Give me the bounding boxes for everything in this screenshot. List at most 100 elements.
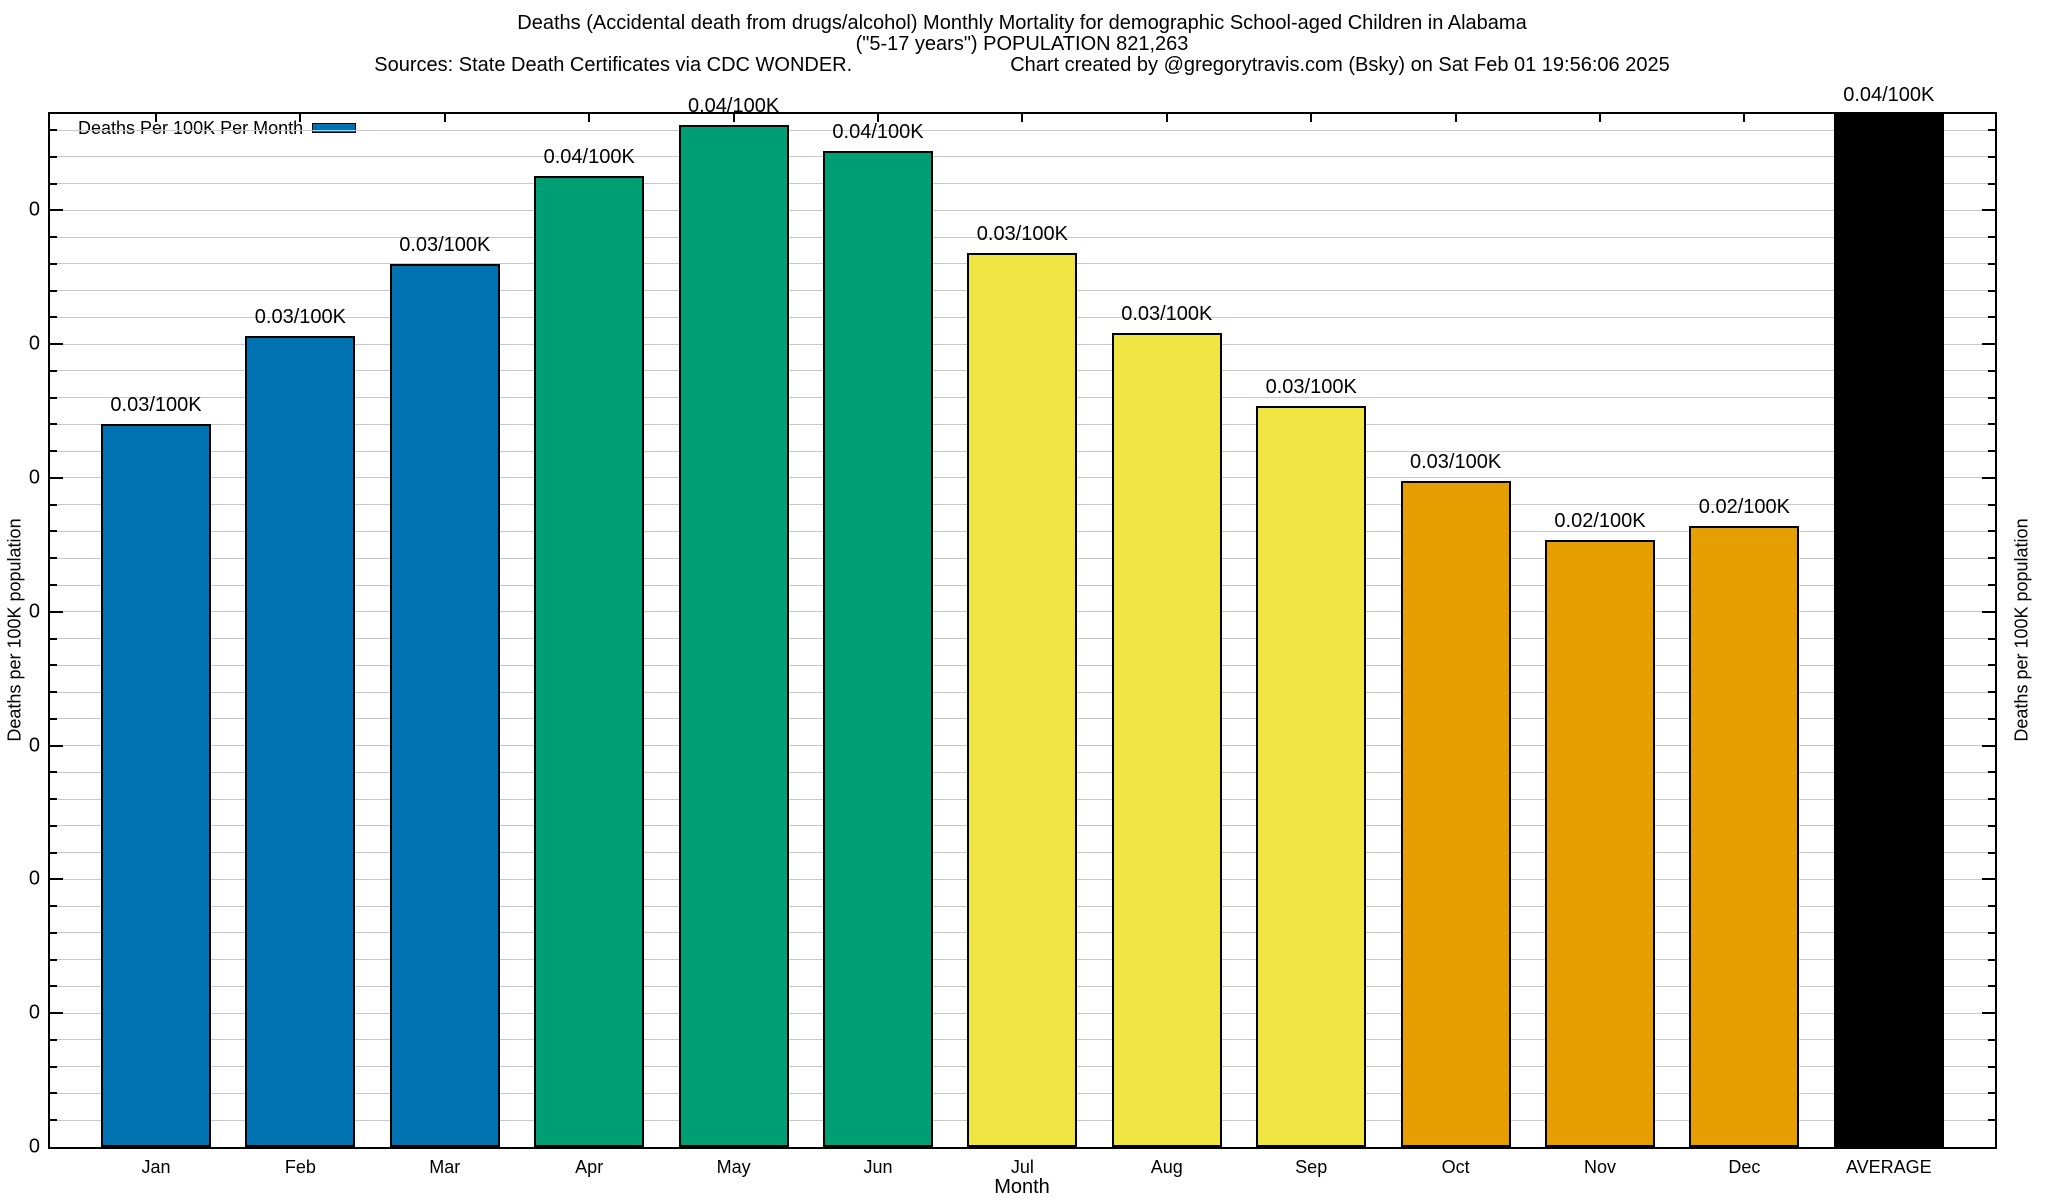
attribution-note: Chart created by @gregorytravis.com (Bsk… (1010, 54, 1670, 76)
y-axis-tick (1988, 450, 1995, 453)
x-axis-top-tick (443, 114, 446, 122)
x-category-label-dec: Dec (1728, 1157, 1761, 1177)
y-axis-tick (50, 878, 63, 881)
y-axis-tick (50, 343, 63, 346)
x-axis-top-tick (155, 114, 157, 122)
x-axis-top-tick (877, 114, 879, 122)
y-axis-tick (50, 1038, 57, 1041)
x-category-label-oct: Oct (1441, 1157, 1470, 1177)
y-axis-tick (1988, 530, 1995, 533)
y-axis-tick (50, 1119, 57, 1122)
bar-jul (967, 253, 1078, 1147)
bar-value-label: 0.03/100K (399, 233, 491, 256)
bar-may (678, 124, 789, 1147)
y-axis-tick (50, 236, 57, 239)
y-axis-tick (1982, 1012, 1995, 1015)
y-axis-tick (50, 476, 63, 479)
gridline (50, 129, 1995, 131)
y-axis-title-right: Deaths per 100K population (2011, 518, 2032, 742)
bar-feb (245, 336, 356, 1147)
x-category-label-aug: Aug (1150, 1157, 1183, 1177)
x-category-label-may: May (716, 1157, 751, 1177)
bar-value-label: 0.04/100K (832, 121, 924, 144)
y-tick-label: 0 (28, 867, 40, 890)
gridline (50, 209, 1995, 211)
bar-oct (1400, 480, 1511, 1147)
y-axis-tick (1988, 423, 1995, 426)
y-axis-tick (1988, 557, 1995, 560)
x-category-label-mar: Mar (429, 1157, 461, 1177)
x-category-label-jul: Jul (1010, 1157, 1034, 1177)
y-axis-tick (50, 1065, 57, 1068)
y-axis-tick (50, 450, 57, 453)
y-tick-label: 0 (28, 332, 40, 355)
y-axis-tick (50, 369, 57, 372)
y-axis-tick (1982, 610, 1995, 613)
y-axis-tick (50, 985, 57, 988)
y-axis-tick (50, 691, 57, 694)
y-axis-tick (1988, 717, 1995, 720)
y-tick-label: 0 (28, 734, 40, 757)
bar-value-label: 0.03/100K (254, 306, 346, 329)
y-axis-tick (50, 798, 57, 801)
y-axis-tick (1988, 931, 1995, 934)
y-axis-tick (50, 717, 57, 720)
y-axis-tick (50, 396, 57, 399)
y-tick-label: 0 (28, 466, 40, 489)
x-axis-title: Month (994, 1176, 1050, 1198)
y-axis-tick (1988, 316, 1995, 319)
legend-label: Deaths Per 100K Per Month (78, 118, 304, 138)
y-axis-tick (1988, 182, 1995, 185)
x-category-label-jan: Jan (141, 1157, 171, 1177)
y-axis-tick (1988, 691, 1995, 694)
y-axis-tick (50, 423, 57, 426)
bar-aug (1111, 333, 1222, 1147)
bar-value-label: 0.02/100K (1698, 496, 1790, 519)
bar-sep (1256, 405, 1367, 1147)
y-axis-tick (50, 316, 57, 319)
y-axis-tick (50, 824, 57, 827)
y-axis-tick (1988, 905, 1995, 908)
plot-area: Deaths Per 100K Per Month 0.03/100K 0.03/… (48, 84, 1997, 1149)
legend: Deaths Per 100K Per Month (78, 118, 357, 138)
y-axis-tick (50, 1012, 63, 1015)
y-axis-tick (1988, 985, 1995, 988)
x-axis-top-tick (588, 114, 591, 122)
bar-value-label: 0.03/100K (976, 223, 1068, 246)
y-axis-tick (50, 289, 57, 292)
gridline (50, 236, 1995, 238)
y-axis-tick (50, 851, 57, 854)
bar-value-label: 0.03/100K (1409, 450, 1502, 473)
y-axis-tick (1988, 396, 1995, 399)
y-tick-label: 0 (28, 198, 40, 221)
sources-note: Sources: State Death Certificates via CD… (374, 54, 853, 76)
x-axis-top-tick (1454, 114, 1457, 122)
y-axis-tick (50, 155, 57, 158)
y-axis-tick (1988, 771, 1995, 774)
y-axis-tick (1988, 262, 1995, 265)
y-axis-title-left: Deaths per 100K population (4, 518, 25, 742)
bar-jan (101, 424, 211, 1147)
y-axis-tick (50, 557, 57, 560)
y-axis-tick (50, 129, 57, 132)
y-axis-tick (50, 584, 57, 587)
x-axis-top-tick (1887, 114, 1890, 122)
y-axis-tick (1982, 878, 1995, 881)
chart-title-line-1: Deaths (Accidental death from drugs/alco… (517, 12, 1527, 34)
y-axis-tick (50, 209, 63, 212)
y-axis-tick (1988, 1065, 1995, 1068)
x-axis-top-tick (1599, 114, 1601, 122)
bar-dec (1689, 526, 1800, 1147)
y-axis-tick (50, 664, 57, 667)
y-axis-tick (50, 958, 57, 961)
y-tick-label: 0 (28, 1001, 40, 1024)
bar-value-label: 0.04/100K (687, 94, 780, 117)
bar-value-label: 0.03/100K (1265, 375, 1357, 398)
y-axis-tick (1988, 236, 1995, 239)
y-axis-tick (1982, 476, 1995, 479)
y-axis-tick (50, 905, 57, 908)
bar-mar (389, 263, 500, 1147)
chart-title-line-2: ("5-17 years") POPULATION 821,263 (855, 33, 1189, 55)
gridline (50, 183, 1995, 185)
